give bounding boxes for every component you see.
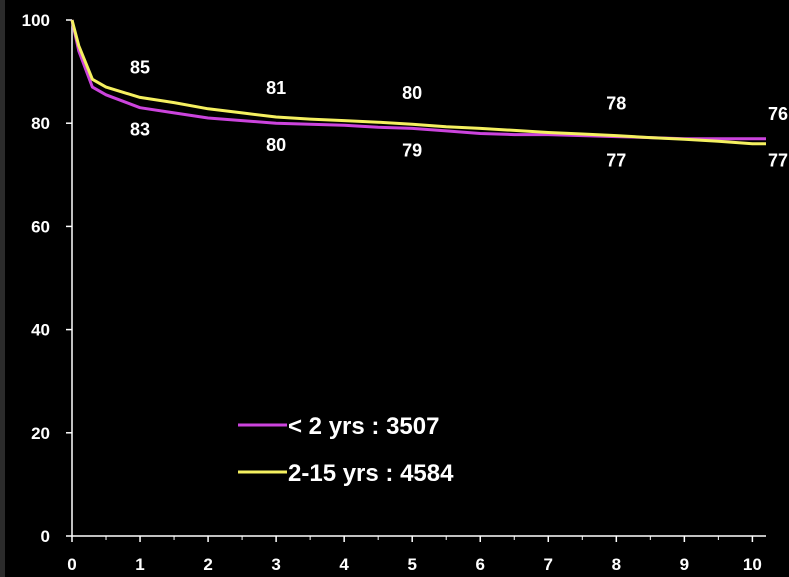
data-label: 80	[266, 135, 286, 155]
data-label: 76	[768, 104, 788, 124]
y-tick-label: 20	[31, 424, 50, 443]
y-tick-label: 60	[31, 217, 50, 236]
data-label: 80	[402, 83, 422, 103]
x-tick-label: 3	[271, 555, 280, 574]
data-label: 78	[606, 94, 626, 114]
data-label: 85	[130, 57, 150, 77]
y-tick-label: 0	[41, 527, 50, 546]
x-tick-label: 10	[743, 555, 762, 574]
x-tick-label: 1	[135, 555, 144, 574]
x-tick-label: 5	[407, 555, 416, 574]
data-label: 79	[402, 140, 422, 160]
x-tick-label: 8	[612, 555, 621, 574]
x-tick-label: 0	[67, 555, 76, 574]
legend-label: 2-15 yrs : 4584	[288, 460, 454, 487]
x-tick-label: 9	[680, 555, 689, 574]
series-line-under-2-yrs	[70, 19, 766, 141]
series-line-2-15-yrs	[70, 19, 766, 146]
y-tick-label: 80	[31, 114, 50, 133]
x-tick-label: 7	[544, 555, 553, 574]
x-tick-label: 4	[339, 555, 349, 574]
data-label: 81	[266, 78, 286, 98]
y-tick-label: 100	[22, 11, 50, 30]
data-labels: 85 83 81 80 80 79 78 77 76 77	[130, 57, 788, 170]
series-layer	[70, 19, 766, 146]
x-tick-label: 2	[203, 555, 212, 574]
y-tick-label: 40	[31, 321, 50, 340]
legend-label: < 2 yrs : 3507	[288, 413, 439, 440]
data-label: 83	[130, 120, 150, 140]
x-tick-label: 6	[476, 555, 485, 574]
legend: < 2 yrs : 3507 2-15 yrs : 4584	[238, 413, 454, 487]
data-label: 77	[768, 151, 788, 171]
data-label: 77	[606, 151, 626, 171]
